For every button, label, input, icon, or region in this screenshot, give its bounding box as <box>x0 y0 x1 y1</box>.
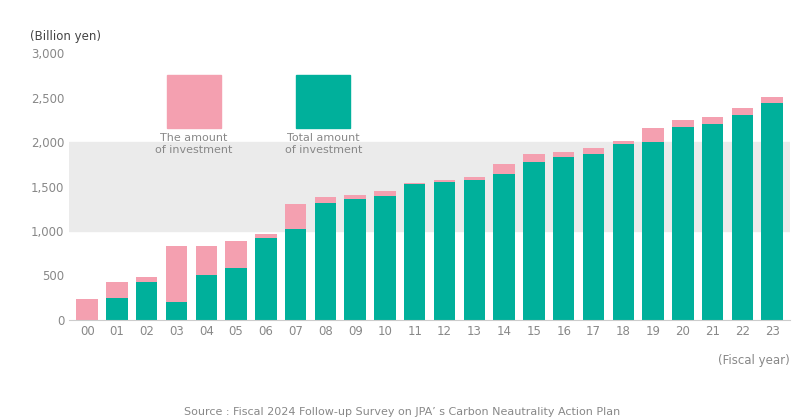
Bar <box>732 108 753 115</box>
Bar <box>315 204 336 320</box>
Bar <box>136 282 158 320</box>
Bar <box>702 124 724 320</box>
Bar <box>196 246 217 275</box>
Bar <box>166 246 188 302</box>
Bar <box>553 152 575 157</box>
Bar <box>255 234 277 238</box>
Bar <box>642 142 664 320</box>
Text: (Fiscal year): (Fiscal year) <box>718 354 790 367</box>
Bar <box>404 183 426 184</box>
Bar <box>642 128 664 142</box>
Bar <box>374 191 396 197</box>
Bar <box>315 197 336 204</box>
Text: Total amount
of investment: Total amount of investment <box>285 133 362 155</box>
Bar <box>255 238 277 320</box>
Bar <box>702 117 724 124</box>
Bar <box>225 268 247 320</box>
Bar <box>464 179 485 320</box>
Bar <box>345 194 366 199</box>
Bar <box>69 142 790 231</box>
Bar <box>732 115 753 320</box>
Bar <box>76 299 98 320</box>
Bar <box>613 141 634 145</box>
Bar <box>523 162 545 320</box>
Bar <box>464 177 485 179</box>
Text: Source : Fiscal 2024 Follow-up Survey on JPA’ s Carbon Neautrality Action Plan: Source : Fiscal 2024 Follow-up Survey on… <box>184 407 621 417</box>
Bar <box>553 157 575 320</box>
Bar <box>285 229 307 320</box>
Bar <box>296 75 350 128</box>
Bar <box>196 275 217 320</box>
Bar <box>493 163 515 174</box>
Bar <box>285 204 307 229</box>
Bar <box>166 302 188 320</box>
Bar <box>523 154 545 162</box>
Bar <box>583 148 605 154</box>
Bar <box>106 282 128 297</box>
Bar <box>225 241 247 268</box>
Bar <box>374 197 396 320</box>
Text: (Billion yen): (Billion yen) <box>30 30 101 43</box>
Bar <box>672 127 694 320</box>
Bar <box>136 277 158 282</box>
Bar <box>762 103 782 320</box>
Bar <box>404 184 426 320</box>
Bar <box>434 179 456 182</box>
Bar <box>613 145 634 320</box>
Bar <box>762 97 782 103</box>
Bar <box>106 297 128 320</box>
Bar <box>493 174 515 320</box>
Text: The amount
of investment: The amount of investment <box>155 133 233 155</box>
Bar <box>345 199 366 320</box>
Bar <box>167 75 221 128</box>
Bar <box>672 120 694 127</box>
Bar <box>583 154 605 320</box>
Bar <box>434 182 456 320</box>
